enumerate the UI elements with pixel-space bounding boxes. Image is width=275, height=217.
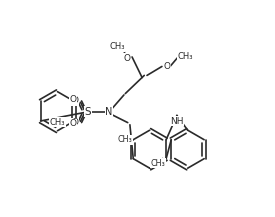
Text: O: O	[72, 118, 79, 127]
Text: O: O	[123, 54, 130, 63]
Text: O: O	[164, 62, 171, 71]
Text: O: O	[72, 96, 79, 105]
Text: CH₃: CH₃	[118, 135, 133, 144]
Text: CH₃: CH₃	[178, 53, 193, 61]
Text: N: N	[105, 107, 113, 117]
Text: N: N	[105, 107, 113, 117]
Text: CH₃: CH₃	[109, 42, 125, 51]
Text: NH: NH	[170, 117, 184, 126]
Text: O: O	[70, 95, 77, 104]
Text: CH₃: CH₃	[150, 159, 165, 168]
Text: S: S	[85, 107, 92, 117]
Text: S: S	[85, 107, 91, 117]
Text: O: O	[70, 120, 77, 128]
Text: CH₃: CH₃	[50, 118, 65, 127]
